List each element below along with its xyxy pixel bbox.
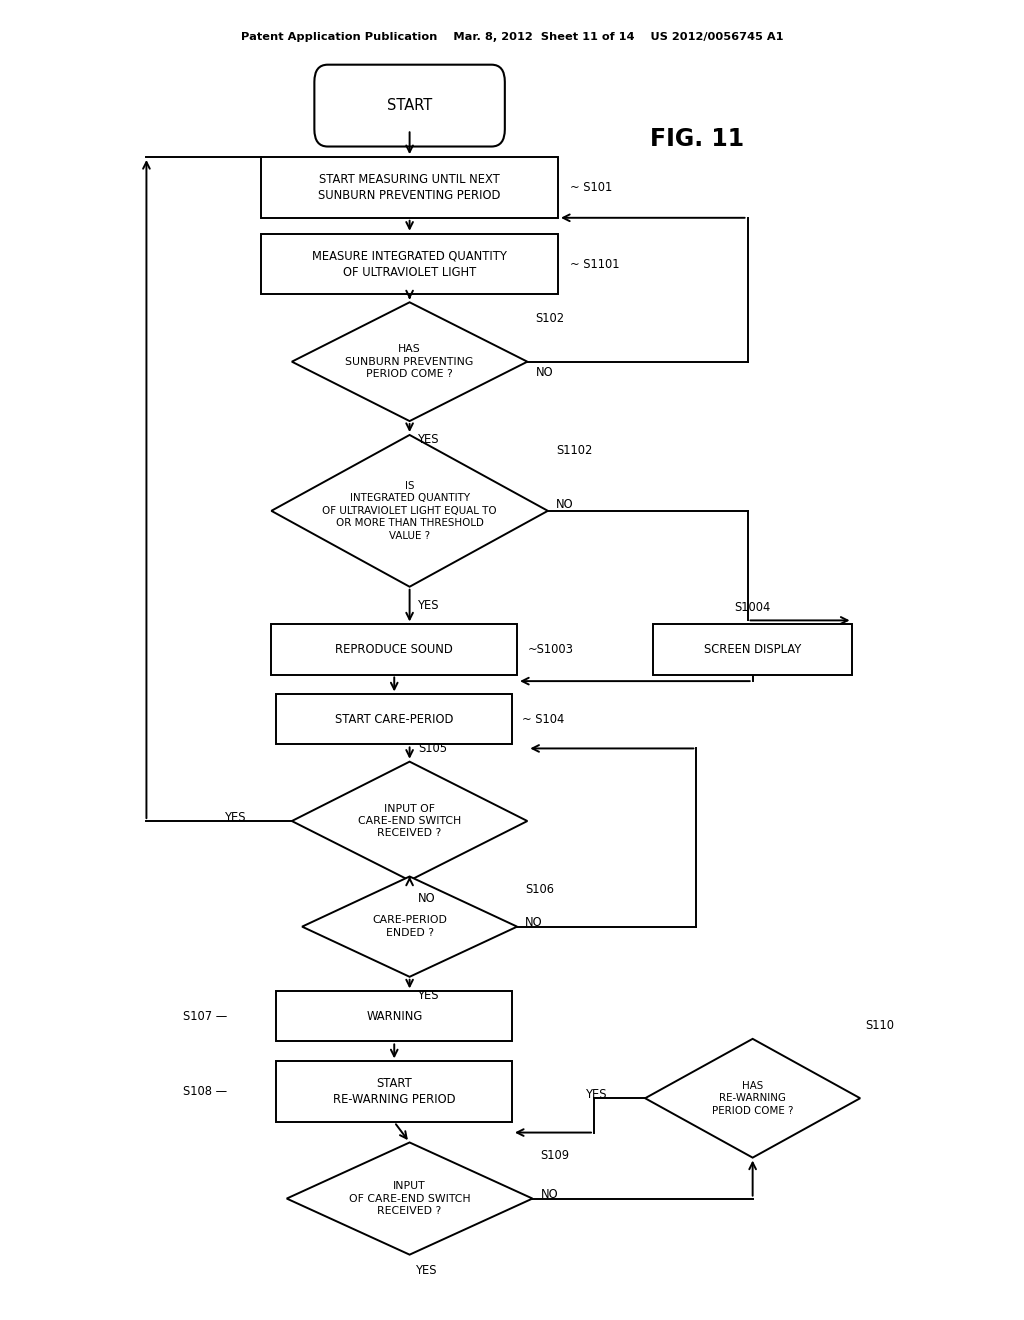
Text: ~ S1101: ~ S1101: [570, 257, 620, 271]
Text: FIG. 11: FIG. 11: [650, 127, 744, 150]
Text: HAS
RE-WARNING
PERIOD COME ?: HAS RE-WARNING PERIOD COME ?: [712, 1081, 794, 1115]
Text: S106: S106: [525, 883, 554, 896]
Text: REPRODUCE SOUND: REPRODUCE SOUND: [336, 643, 453, 656]
Text: CARE-PERIOD
ENDED ?: CARE-PERIOD ENDED ?: [372, 916, 447, 937]
Text: S105: S105: [418, 742, 446, 755]
Text: YES: YES: [225, 810, 247, 824]
Text: INPUT OF
CARE-END SWITCH
RECEIVED ?: INPUT OF CARE-END SWITCH RECEIVED ?: [358, 804, 461, 838]
Text: ~ S101: ~ S101: [570, 181, 612, 194]
Text: S102: S102: [536, 312, 564, 325]
Text: INPUT
OF CARE-END SWITCH
RECEIVED ?: INPUT OF CARE-END SWITCH RECEIVED ?: [349, 1181, 470, 1216]
Text: S1004: S1004: [734, 601, 771, 614]
Text: YES: YES: [416, 1265, 437, 1276]
Text: START
RE-WARNING PERIOD: START RE-WARNING PERIOD: [333, 1077, 456, 1106]
Text: NO: NO: [418, 892, 435, 906]
Polygon shape: [292, 302, 527, 421]
Text: IS
INTEGRATED QUANTITY
OF ULTRAVIOLET LIGHT EQUAL TO
OR MORE THAN THRESHOLD
VALU: IS INTEGRATED QUANTITY OF ULTRAVIOLET LI…: [323, 480, 497, 541]
Text: WARNING: WARNING: [367, 1010, 422, 1023]
Bar: [276, 694, 512, 744]
Bar: [261, 157, 558, 218]
Text: YES: YES: [418, 599, 439, 611]
Bar: [271, 624, 517, 675]
Text: S108 —: S108 —: [183, 1085, 227, 1098]
Bar: [653, 624, 852, 675]
Text: HAS
SUNBURN PREVENTING
PERIOD COME ?: HAS SUNBURN PREVENTING PERIOD COME ?: [345, 345, 474, 379]
Bar: [276, 1061, 512, 1122]
Text: YES: YES: [418, 989, 439, 1002]
FancyBboxPatch shape: [314, 65, 505, 147]
Text: YES: YES: [418, 433, 439, 446]
Polygon shape: [271, 436, 548, 586]
Text: SCREEN DISPLAY: SCREEN DISPLAY: [705, 643, 801, 656]
Text: MEASURE INTEGRATED QUANTITY
OF ULTRAVIOLET LIGHT: MEASURE INTEGRATED QUANTITY OF ULTRAVIOL…: [312, 249, 507, 279]
Bar: [261, 234, 558, 294]
Polygon shape: [302, 876, 517, 977]
Text: S1102: S1102: [556, 445, 593, 457]
Text: NO: NO: [525, 916, 543, 929]
Text: START: START: [387, 98, 432, 114]
Polygon shape: [287, 1142, 532, 1254]
Text: ~S1003: ~S1003: [527, 643, 573, 656]
Bar: [276, 991, 512, 1041]
Text: S110: S110: [865, 1019, 894, 1032]
Text: START CARE-PERIOD: START CARE-PERIOD: [335, 713, 454, 726]
Text: NO: NO: [541, 1188, 558, 1201]
Text: S107 —: S107 —: [183, 1010, 227, 1023]
Polygon shape: [645, 1039, 860, 1158]
Text: YES: YES: [586, 1088, 607, 1101]
Text: START MEASURING UNTIL NEXT
SUNBURN PREVENTING PERIOD: START MEASURING UNTIL NEXT SUNBURN PREVE…: [318, 173, 501, 202]
Text: NO: NO: [556, 498, 573, 511]
Text: NO: NO: [536, 366, 553, 379]
Text: ~ S104: ~ S104: [522, 713, 564, 726]
Text: Patent Application Publication    Mar. 8, 2012  Sheet 11 of 14    US 2012/005674: Patent Application Publication Mar. 8, 2…: [241, 32, 783, 42]
Polygon shape: [292, 762, 527, 880]
Text: S109: S109: [541, 1150, 569, 1162]
